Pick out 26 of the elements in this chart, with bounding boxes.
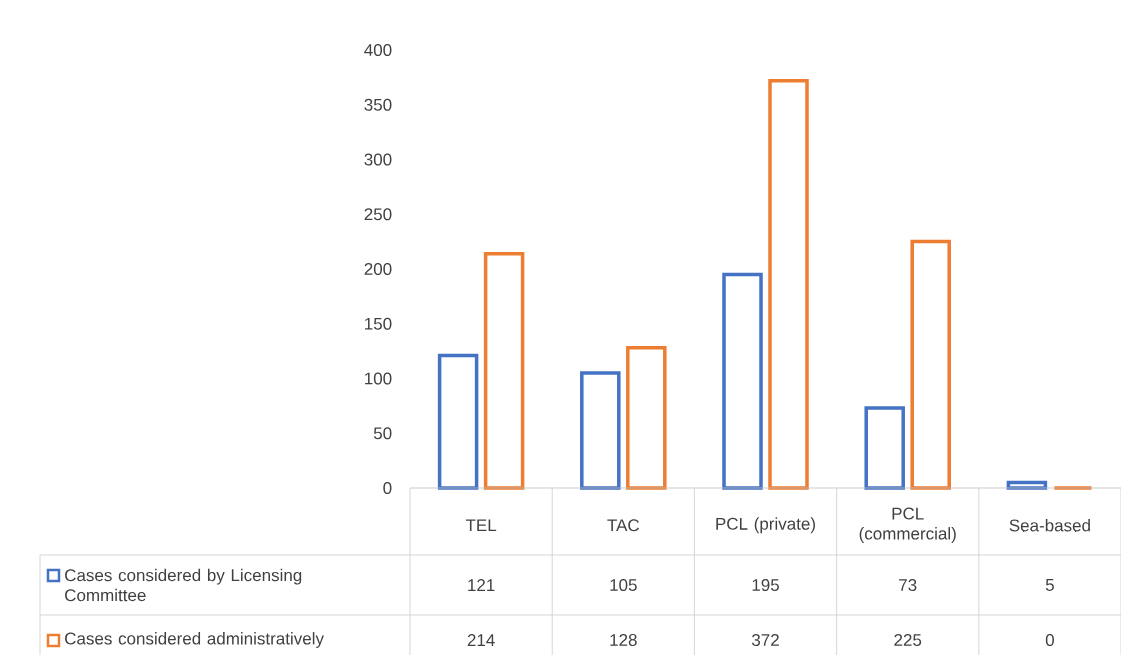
data-label: 225 (894, 633, 922, 647)
y-tick-label: 150 (365, 317, 392, 330)
x-tick-label: TEL (465, 519, 497, 532)
x-tick-label: Sea-based (1009, 519, 1090, 532)
data-label: 105 (610, 578, 637, 592)
y-tick-label: 0 (383, 481, 392, 495)
y-tick-label: 250 (364, 208, 392, 221)
data-label: 5 (1045, 579, 1054, 591)
data-label: 73 (899, 578, 917, 592)
data-label: 214 (467, 634, 495, 646)
y-tick-label: 350 (364, 98, 392, 111)
y-tick-label: 50 (373, 427, 392, 440)
y-tick-label: 300 (364, 153, 392, 166)
legend-label: Cases considered administratively (65, 632, 324, 648)
data-label: 128 (610, 633, 637, 647)
data-label: 372 (751, 633, 779, 647)
data-label: 195 (752, 578, 779, 592)
data-label: 0 (1045, 633, 1054, 647)
x-tick-label: PCL (commercial) (859, 507, 956, 543)
x-tick-label: PCL (private) (716, 517, 815, 534)
y-tick-label: 200 (364, 262, 392, 276)
y-tick-label: 100 (365, 372, 392, 385)
data-label: 121 (468, 579, 495, 591)
y-tick-label: 400 (364, 43, 392, 57)
x-tick-label: TAC (607, 519, 640, 532)
legend-label: Cases considered by Licensing Committee (65, 568, 302, 602)
